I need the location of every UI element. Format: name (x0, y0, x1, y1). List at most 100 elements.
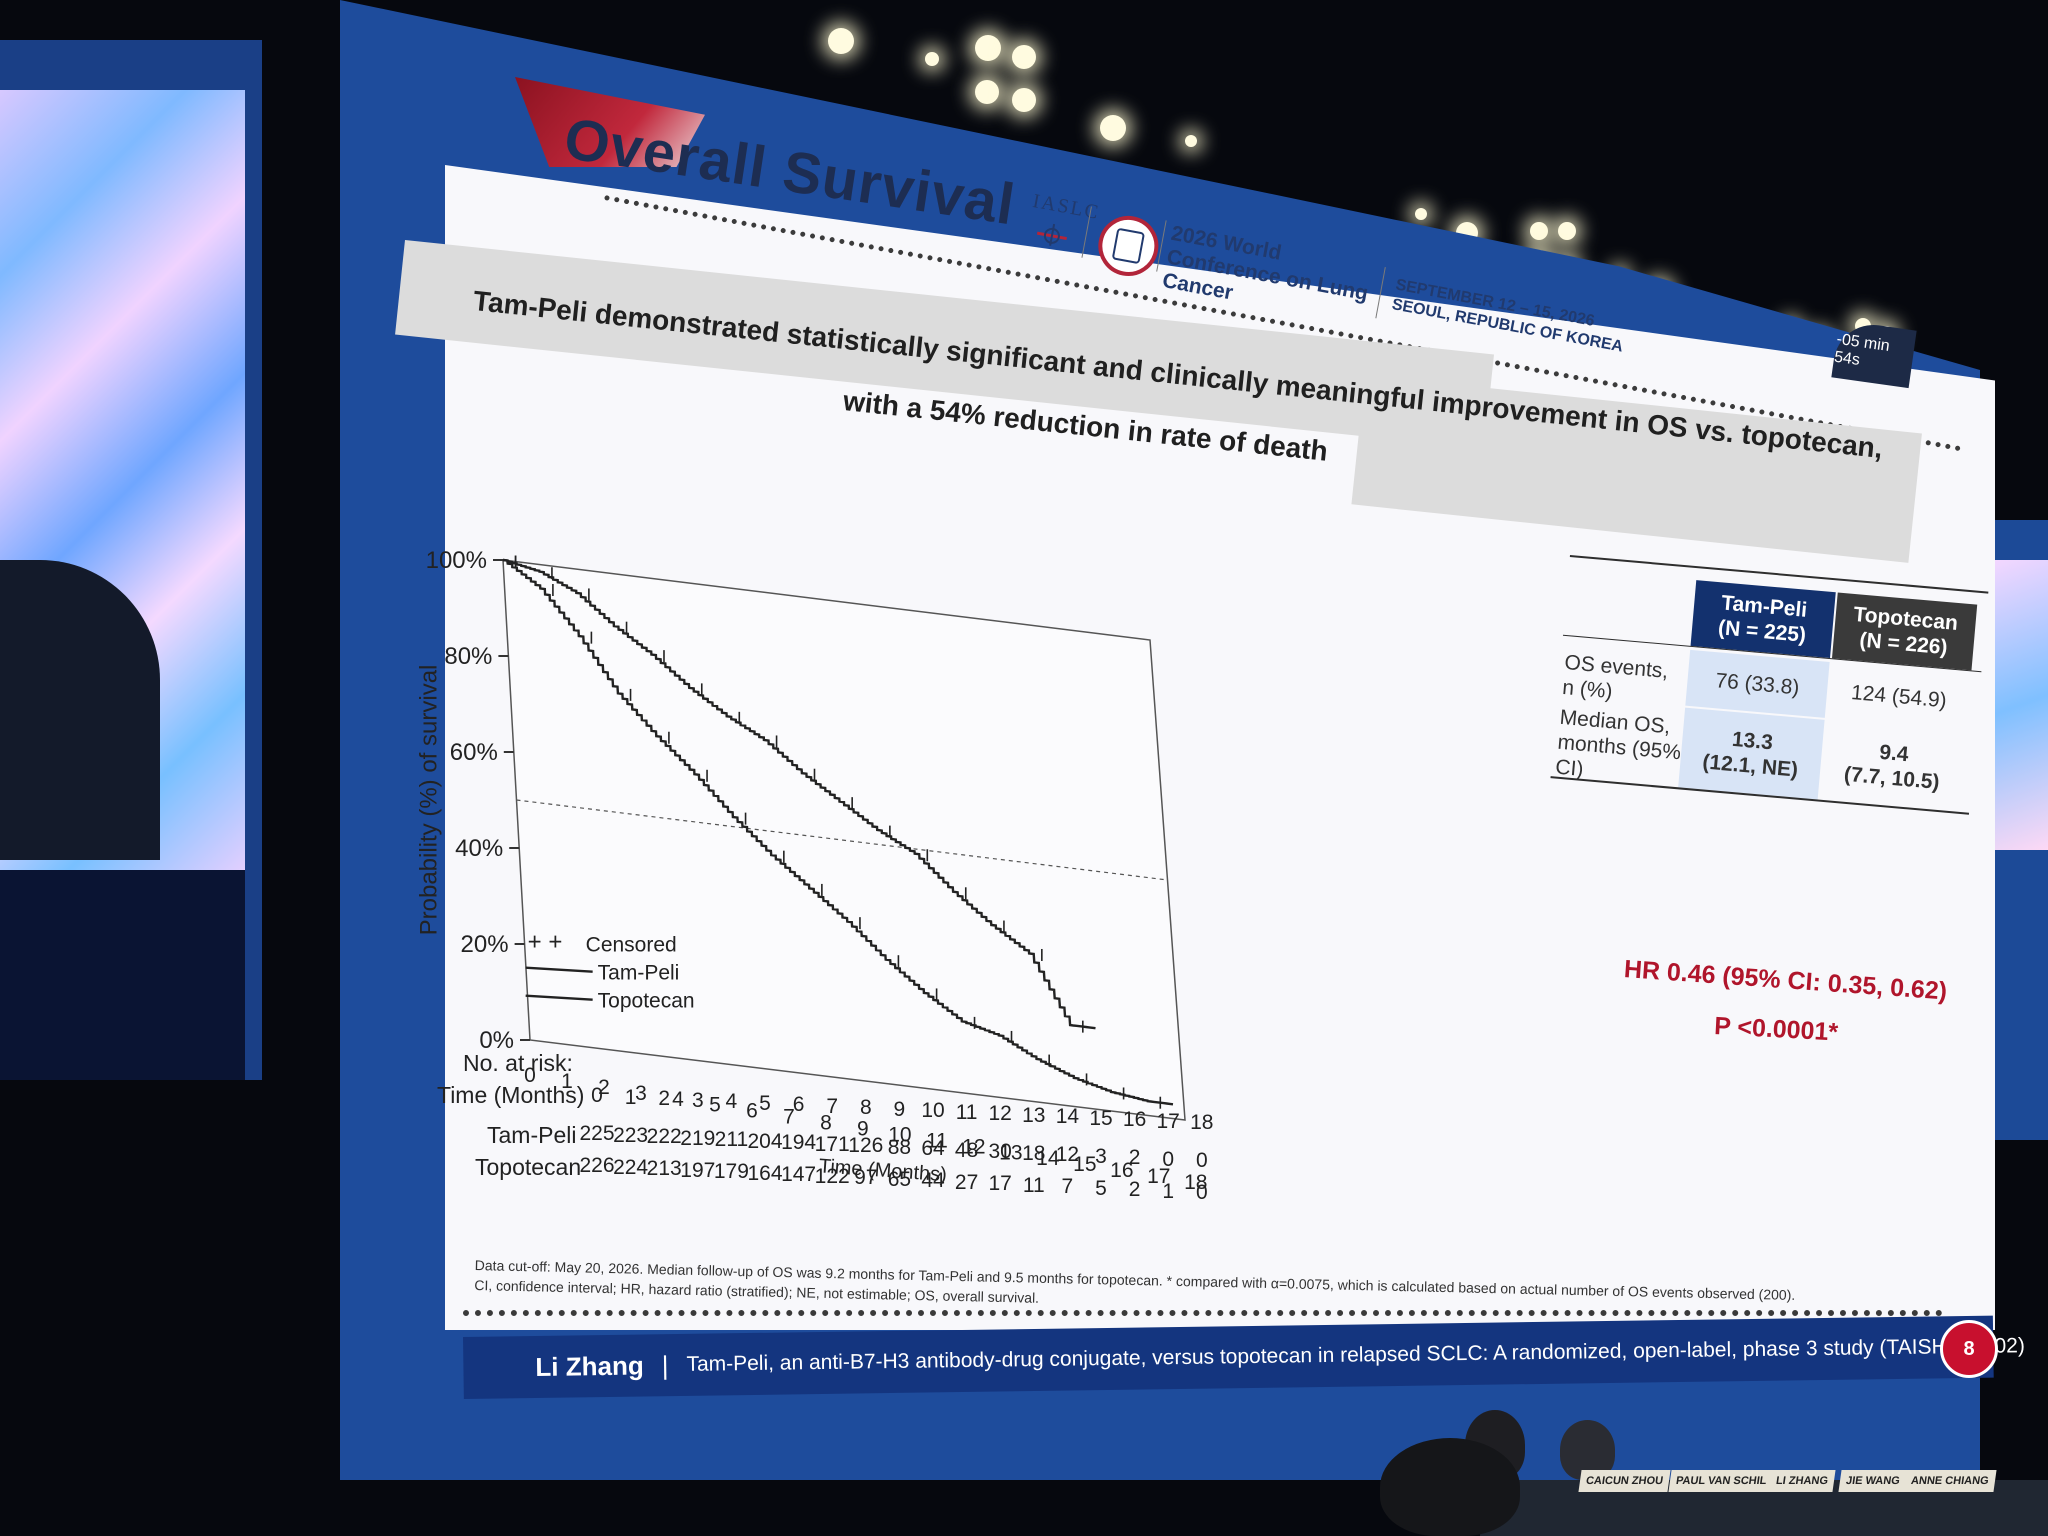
risk-time-5: 5 (759, 1091, 771, 1115)
cell-tam-peli-events: 76 (33.8) (1685, 649, 1830, 718)
risk-count-tam-peli-2: 222 (646, 1125, 682, 1148)
conference-dates: SEPTEMBER 12 – 15, 2026 SEOUL, REPUBLIC … (1390, 275, 1633, 358)
y-tick-label: 100% (426, 547, 487, 574)
risk-count-tam-peli-10: 64 (921, 1137, 945, 1160)
iaslc-emblem-icon (1036, 223, 1067, 246)
risk-count-topotecan-6: 147 (781, 1163, 817, 1186)
risk-count-tam-peli-12: 30 (988, 1140, 1012, 1163)
x-tick-label: 6 (746, 1100, 758, 1123)
nameplate: ANNE CHIANG (1903, 1470, 1997, 1492)
x-tick-label: 11 (926, 1129, 948, 1152)
summary-table: Tam-Peli (N = 225) Topotecan (N = 226) O… (1541, 555, 1998, 921)
legend-censored: Censored (586, 934, 677, 957)
row-label-os-events: OS events, n (%) (1561, 650, 1670, 704)
risk-time-1: 1 (624, 1085, 637, 1109)
x-tick-label: 15 (1073, 1153, 1096, 1176)
risk-time-9: 9 (893, 1097, 906, 1121)
risk-row-label-topotecan: Topotecan (475, 1154, 582, 1180)
series-line-topotecan (502, 558, 1174, 1106)
risk-count-topotecan-5: 164 (747, 1161, 783, 1185)
spotlight (1558, 222, 1576, 240)
risk-time-14: 14 (1055, 1105, 1080, 1128)
spotlight (975, 80, 999, 104)
risk-count-topotecan-17: 1 (1162, 1179, 1175, 1203)
risk-count-topotecan-15: 5 (1095, 1176, 1107, 1200)
km-survival-chart: 0% 20% 40% 60% 80% 100% 0 1 2 3 4 5 6 7 8 9 10 11 12 13 14 15… (385, 380, 1485, 1194)
risk-time-3: 3 (691, 1088, 704, 1112)
x-tick-label: 13 (999, 1141, 1022, 1164)
cell-topotecan-median: 9.4 (7.7, 10.5) (1843, 740, 1941, 795)
risk-count-topotecan-2: 213 (646, 1157, 682, 1180)
conference-header: IASLC 2026 World Conference on Lung Canc… (1006, 190, 1624, 448)
number-at-risk-table: No. at risk: Time (Months) Tam-Peli Topo… (437, 1050, 1625, 1210)
nameplate: LI ZHANG (1768, 1470, 1836, 1492)
risk-heading: No. at risk: (463, 1050, 573, 1076)
risk-time-label: Time (Months) (437, 1082, 585, 1108)
x-tick-label: 18 (1184, 1171, 1207, 1194)
risk-count-topotecan-8: 97 (854, 1166, 878, 1189)
x-tick-label: 5 (709, 1094, 721, 1117)
risk-time-8: 8 (859, 1096, 872, 1119)
risk-count-tam-peli-0: 225 (579, 1122, 615, 1145)
risk-time-15: 15 (1089, 1106, 1113, 1130)
risk-time-0: 0 (591, 1084, 603, 1107)
cell-tam-peli-median: 13.3 (12.1, NE) (1678, 707, 1825, 800)
y-tick-label: 0% (479, 1027, 514, 1054)
risk-count-tam-peli-11: 48 (954, 1138, 979, 1162)
left-screen-frame (0, 870, 245, 1080)
risk-count-tam-peli-14: 12 (1055, 1143, 1080, 1166)
bottom-dotted-rule (463, 1310, 1943, 1316)
cell-topotecan-events: 124 (54.9) (1850, 680, 1948, 712)
x-tick-label: 7 (783, 1106, 795, 1129)
risk-time-12: 12 (988, 1102, 1012, 1125)
x-tick-label: 8 (820, 1112, 832, 1135)
right-side-screen (1986, 520, 2048, 1140)
spotlight (1530, 222, 1548, 240)
talk-title: Tam-Peli, an anti-B7-H3 antibody-drug co… (686, 1334, 2026, 1376)
x-tick-label: 1 (561, 1070, 573, 1093)
legend-tam-peli: Tam-Peli (598, 962, 680, 985)
km-chart-svg: 0%20%40%60%80%100%0 1 2 3 4 5 6 7 8 9 10 11 12 13 14 15… (416, 547, 1208, 1194)
legend-censored-marker: + + (528, 929, 563, 956)
risk-count-topotecan-0: 226 (579, 1154, 615, 1177)
risk-time-7: 7 (826, 1094, 839, 1118)
risk-count-topotecan-16: 2 (1128, 1178, 1141, 1201)
risk-count-topotecan-9: 65 (887, 1167, 912, 1191)
risk-count-tam-peli-1: 223 (613, 1123, 649, 1147)
header-topotecan: Topotecan (N = 226) (1832, 592, 1978, 671)
risk-count-tam-peli-16: 2 (1128, 1146, 1141, 1169)
risk-time-10: 10 (921, 1099, 945, 1122)
header-tam-peli: Tam-Peli (N = 225) (1690, 580, 1836, 659)
risk-count-tam-peli-18: 0 (1195, 1149, 1208, 1172)
risk-count-topotecan-11: 27 (954, 1170, 979, 1194)
nameplate: PAUL VAN SCHIL (1668, 1470, 1774, 1492)
risk-time-18: 18 (1190, 1111, 1214, 1134)
legend-topotecan: Topotecan (598, 990, 695, 1013)
spotlight (1012, 45, 1036, 69)
median-reference-line (516, 799, 1168, 881)
risk-count-tam-peli-15: 3 (1095, 1144, 1107, 1168)
x-tick-label: 4 (672, 1088, 684, 1111)
presentation-slide: Overall Survival IASLC 2026 World Confer… (395, 77, 2025, 1399)
y-tick-label: 40% (455, 835, 503, 862)
y-tick-label: 60% (450, 739, 498, 766)
y-axis-label: Probability (%) of survival (416, 665, 443, 936)
y-tick-label: 80% (444, 643, 492, 670)
legend-swatch-tam-peli (525, 966, 593, 973)
x-tick-label: 0 (524, 1064, 536, 1087)
risk-count-tam-peli-3: 219 (680, 1126, 716, 1150)
spotlight (1415, 208, 1427, 220)
x-tick-label: 2 (598, 1076, 610, 1099)
spotlight (828, 28, 854, 54)
risk-count-topotecan-10: 44 (921, 1169, 945, 1192)
risk-count-tam-peli-9: 88 (887, 1135, 912, 1159)
risk-count-tam-peli-17: 0 (1162, 1147, 1175, 1171)
nameplate: CAICUN ZHOU (1578, 1470, 1671, 1492)
left-side-screen (0, 40, 262, 1080)
spotlight (1012, 88, 1036, 112)
risk-time-13: 13 (1022, 1103, 1046, 1127)
presenter-name: Li Zhang (535, 1349, 644, 1382)
risk-count-tam-peli-13: 18 (1022, 1141, 1046, 1165)
risk-time-6: 6 (792, 1093, 805, 1116)
legend-swatch-topotecan (525, 994, 593, 1001)
